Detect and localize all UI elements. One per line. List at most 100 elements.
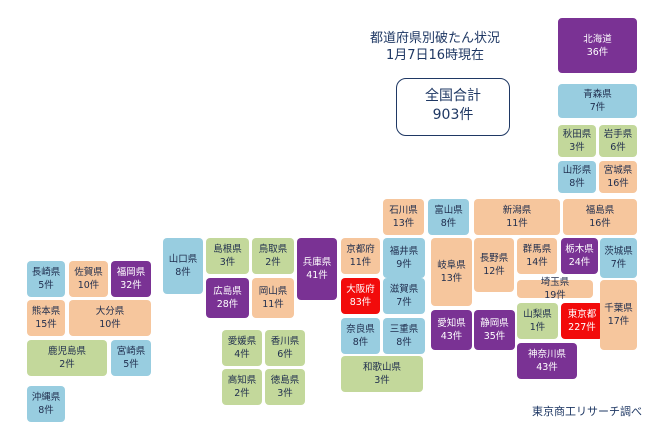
prefecture-name: 鳥取県 [258,244,288,255]
prefecture-name: 広島県 [213,286,242,297]
source-note: 東京商工リサーチ調べ [532,405,642,418]
prefecture-count: 43件 [440,331,463,342]
prefecture-name: 福井県 [389,246,419,257]
prefecture-count: 14件 [526,257,548,268]
prefecture-count: 16件 [589,218,611,229]
prefecture-count: 8件 [569,178,585,189]
prefecture-count: 16件 [607,178,629,189]
total-value: 903件 [432,107,474,123]
prefecture-count: 1件 [529,322,546,333]
prefecture-count: 3件 [277,388,293,399]
prefecture-count: 4件 [234,349,250,360]
prefecture-tile: 長野県 12件 [474,238,514,292]
prefecture-tile: 岡山県 11件 [252,278,294,318]
title-line-2: 1月7日16時現在 [385,48,485,63]
prefecture-name: 和歌山県 [362,362,401,373]
prefecture-tile: 高知県 2件 [222,369,262,405]
prefecture-count: 28件 [216,299,239,310]
prefecture-count: 9件 [396,259,412,270]
prefecture-name: 三重県 [389,324,419,335]
prefecture-name: 静岡県 [480,318,509,329]
prefecture-tile: 愛媛県 4件 [222,330,262,366]
prefecture-name: 滋賀県 [389,284,419,295]
prefecture-name: 高知県 [227,375,257,386]
prefecture-name: 新潟県 [502,205,532,216]
prefecture-tile: 静岡県 35件 [474,310,515,350]
prefecture-name: 大分県 [95,306,125,317]
prefecture-name: 岐阜県 [437,260,466,271]
prefecture-count: 32件 [120,280,142,291]
prefecture-name: 埼玉県 [540,277,570,288]
prefecture-name: 神奈川県 [527,349,566,360]
prefecture-name: 香川県 [270,336,300,347]
prefecture-count: 7件 [396,297,412,308]
prefecture-tile: 栃木県 24件 [561,238,598,274]
prefecture-count: 2件 [234,388,250,399]
prefecture-tile: 群馬県 14件 [517,238,557,274]
prefecture-name: 福島県 [585,205,615,216]
prefecture-name: 秋田県 [562,129,592,140]
prefecture-count: 3件 [374,375,390,386]
prefecture-tile: 兵庫県 41件 [297,238,337,300]
prefecture-name: 鹿児島県 [47,346,86,357]
prefecture-name: 山形県 [562,165,592,176]
prefecture-tile: 徳島県 3件 [265,369,305,405]
prefecture-count: 41件 [306,270,328,281]
prefecture-count: 8件 [396,337,412,348]
prefecture-tile: 大分県 10件 [69,300,151,336]
prefecture-count: 13件 [440,273,463,284]
prefecture-tile: 茨城県 7件 [600,238,637,278]
prefecture-name: 愛知県 [437,318,466,329]
prefecture-tile: 山形県 8件 [558,161,596,193]
prefecture-name: 島根県 [213,244,242,255]
prefecture-name: 宮城県 [603,165,633,176]
prefecture-name: 富山県 [434,205,463,216]
prefecture-tile: 神奈川県 43件 [517,343,577,379]
prefecture-count: 5件 [123,359,139,370]
prefecture-name: 福岡県 [116,267,146,278]
prefecture-tile: 愛知県 43件 [431,310,472,350]
total-label: 全国合計 [425,88,481,104]
prefecture-tile: 福岡県 32件 [111,261,151,297]
prefecture-name: 岡山県 [258,286,288,297]
prefecture-count: 83件 [349,297,372,308]
prefecture-count: 17件 [607,316,630,327]
prefecture-tile: 千葉県 17件 [600,280,637,350]
prefecture-tile: 山梨県 1件 [517,303,558,339]
prefecture-tile: 福島県 16件 [563,199,637,235]
prefecture-count: 15件 [35,319,57,330]
prefecture-tile: 北海道 36件 [558,18,637,73]
prefecture-tile: 埼玉県 19件 [517,277,593,301]
prefecture-count: 36件 [586,46,609,58]
prefecture-name: 奈良県 [346,324,375,335]
prefecture-count: 8件 [352,337,369,348]
prefecture-tile: 和歌山県 3件 [341,356,423,392]
prefecture-count: 11件 [262,299,284,310]
prefecture-count: 8件 [175,267,191,278]
prefecture-tile: 宮崎県 5件 [111,340,151,376]
prefecture-count: 2件 [265,257,281,268]
prefecture-count: 7件 [610,259,627,270]
national-total-box: 全国合計 903件 [396,78,510,136]
prefecture-tile: 広島県 28件 [206,278,249,318]
prefecture-tile: 大阪府 83件 [341,278,380,314]
prefecture-tile: 岐阜県 13件 [431,238,472,306]
prefecture-tile: 東京都 227件 [561,303,603,339]
prefecture-tile: 島根県 3件 [206,238,249,274]
prefecture-name: 京都府 [346,244,375,255]
prefecture-tile: 沖縄県 8件 [27,386,65,422]
prefecture-tile: 石川県 13件 [383,199,424,235]
prefecture-name: 山口県 [168,254,198,265]
map-title: 都道府県別破たん状況 1月7日16時現在 [335,30,535,64]
prefecture-name: 宮崎県 [116,346,146,357]
prefecture-tile: 岩手県 6件 [599,125,637,157]
prefecture-name: 群馬県 [522,244,552,255]
prefecture-tile: 福井県 9件 [383,238,425,278]
prefecture-count: 35件 [483,331,506,342]
prefecture-count: 43件 [536,362,558,373]
prefecture-count: 6件 [277,349,293,360]
prefecture-count: 227件 [568,322,596,333]
prefecture-count: 11件 [349,257,372,268]
prefecture-tile: 香川県 6件 [265,330,305,366]
prefecture-count: 2件 [59,359,75,370]
